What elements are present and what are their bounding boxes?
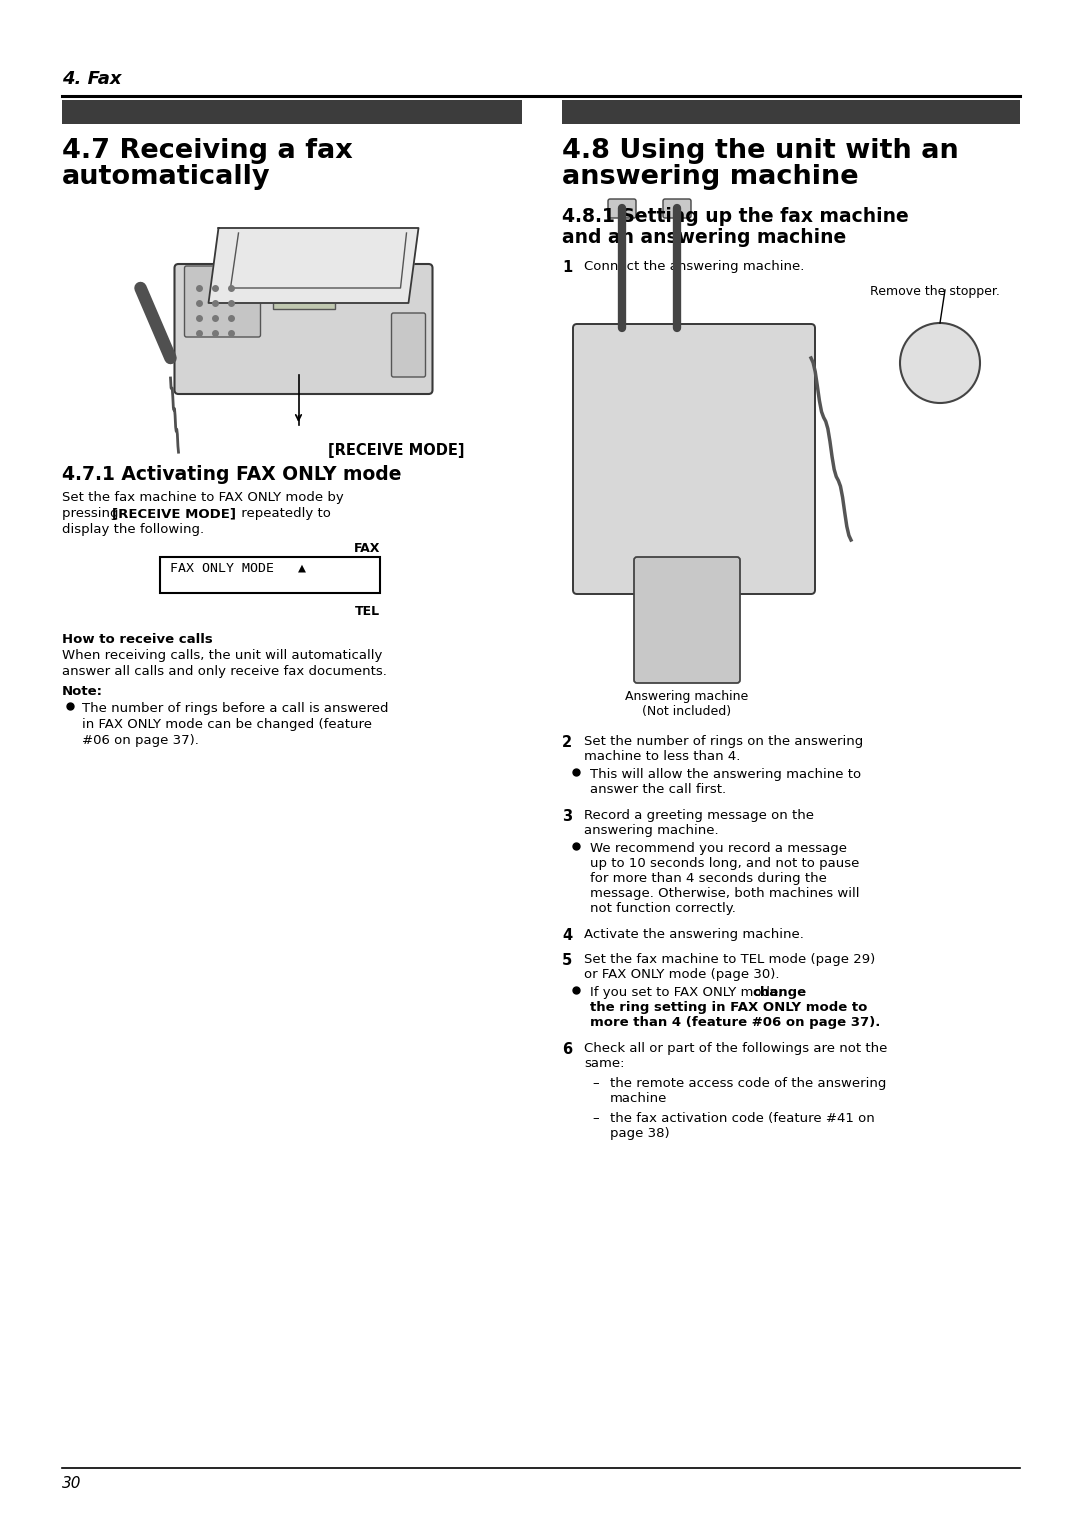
Text: Set the fax machine to TEL mode (page 29): Set the fax machine to TEL mode (page 29… [584, 953, 875, 966]
Text: and an answering machine: and an answering machine [562, 228, 847, 248]
Text: 6: 6 [562, 1042, 572, 1057]
Text: This will allow the answering machine to: This will allow the answering machine to [590, 769, 861, 781]
Text: How to receive calls: How to receive calls [62, 633, 213, 646]
Circle shape [900, 322, 980, 403]
Text: Record a greeting message on the: Record a greeting message on the [584, 808, 814, 822]
FancyBboxPatch shape [272, 280, 335, 309]
Text: 1: 1 [562, 260, 572, 275]
Text: the remote access code of the answering: the remote access code of the answering [610, 1077, 887, 1089]
Text: TEL: TEL [355, 605, 380, 617]
Text: or FAX ONLY mode (page 30).: or FAX ONLY mode (page 30). [584, 969, 780, 981]
Text: If you set to FAX ONLY mode,: If you set to FAX ONLY mode, [590, 986, 786, 999]
Text: 4.8 Using the unit with an: 4.8 Using the unit with an [562, 138, 959, 163]
Text: We recommend you record a message: We recommend you record a message [590, 842, 847, 856]
Text: more than 4 (feature #06 on page 37).: more than 4 (feature #06 on page 37). [590, 1016, 880, 1028]
Text: answer all calls and only receive fax documents.: answer all calls and only receive fax do… [62, 665, 387, 678]
Text: –: – [592, 1077, 598, 1089]
Text: in FAX ONLY mode can be changed (feature: in FAX ONLY mode can be changed (feature [82, 718, 372, 730]
Text: repeatedly to: repeatedly to [237, 507, 330, 520]
Bar [562, 99, 1020, 124]
Text: the fax activation code (feature #41 on: the fax activation code (feature #41 on [610, 1112, 875, 1125]
FancyBboxPatch shape [573, 324, 815, 594]
Bar [160, 558, 380, 593]
Text: #06 on page 37).: #06 on page 37). [82, 733, 199, 747]
Text: [RECEIVE MODE]: [RECEIVE MODE] [328, 443, 465, 458]
FancyBboxPatch shape [663, 199, 691, 219]
Text: automatically: automatically [62, 163, 270, 189]
Text: Answering machine: Answering machine [625, 691, 748, 703]
Text: When receiving calls, the unit will automatically: When receiving calls, the unit will auto… [62, 649, 382, 662]
Text: machine to less than 4.: machine to less than 4. [584, 750, 741, 762]
Bar [62, 99, 522, 124]
Text: Remove the stopper.: Remove the stopper. [870, 286, 1000, 298]
FancyBboxPatch shape [175, 264, 432, 394]
Text: Set the number of rings on the answering: Set the number of rings on the answering [584, 735, 863, 749]
Text: Set the fax machine to FAX ONLY mode by: Set the fax machine to FAX ONLY mode by [62, 490, 343, 504]
Text: 4.7.1 Activating FAX ONLY mode: 4.7.1 Activating FAX ONLY mode [62, 465, 402, 484]
Text: message. Otherwise, both machines will: message. Otherwise, both machines will [590, 886, 860, 900]
Text: answering machine: answering machine [562, 163, 859, 189]
Text: 4.7 Receiving a fax: 4.7 Receiving a fax [62, 138, 353, 163]
Text: –: – [592, 1112, 598, 1125]
Text: FAX: FAX [353, 542, 380, 555]
Text: page 38): page 38) [610, 1128, 670, 1140]
Text: pressing: pressing [62, 507, 123, 520]
Text: 4. Fax: 4. Fax [62, 70, 121, 89]
Text: The number of rings before a call is answered: The number of rings before a call is ans… [82, 701, 389, 715]
Text: 3: 3 [562, 808, 572, 824]
Text: answer the call first.: answer the call first. [590, 782, 726, 796]
FancyBboxPatch shape [634, 558, 740, 683]
FancyBboxPatch shape [391, 313, 426, 377]
Text: for more than 4 seconds during the: for more than 4 seconds during the [590, 872, 827, 885]
Text: (Not included): (Not included) [643, 704, 731, 718]
Text: 4.8.1 Setting up the fax machine: 4.8.1 Setting up the fax machine [562, 206, 908, 226]
Text: change: change [752, 986, 806, 999]
Text: 5: 5 [562, 953, 572, 969]
Text: FAX ONLY MODE   ▲: FAX ONLY MODE ▲ [170, 562, 306, 575]
Text: Note:: Note: [62, 685, 103, 698]
Polygon shape [208, 228, 419, 303]
Text: not function correctly.: not function correctly. [590, 902, 735, 915]
Text: same:: same: [584, 1057, 624, 1070]
Text: 4: 4 [562, 927, 572, 943]
Text: up to 10 seconds long, and not to pause: up to 10 seconds long, and not to pause [590, 857, 860, 869]
FancyBboxPatch shape [185, 266, 260, 338]
Text: Check all or part of the followings are not the: Check all or part of the followings are … [584, 1042, 888, 1054]
Text: Activate the answering machine.: Activate the answering machine. [584, 927, 804, 941]
FancyBboxPatch shape [608, 199, 636, 219]
Text: machine: machine [610, 1093, 667, 1105]
Text: Connect the answering machine.: Connect the answering machine. [584, 260, 805, 274]
Text: answering machine.: answering machine. [584, 824, 718, 837]
Text: [RECEIVE MODE]: [RECEIVE MODE] [112, 507, 237, 520]
Text: 30: 30 [62, 1476, 81, 1491]
Text: the ring setting in FAX ONLY mode to: the ring setting in FAX ONLY mode to [590, 1001, 867, 1015]
Text: 2: 2 [562, 735, 572, 750]
Text: display the following.: display the following. [62, 523, 204, 536]
